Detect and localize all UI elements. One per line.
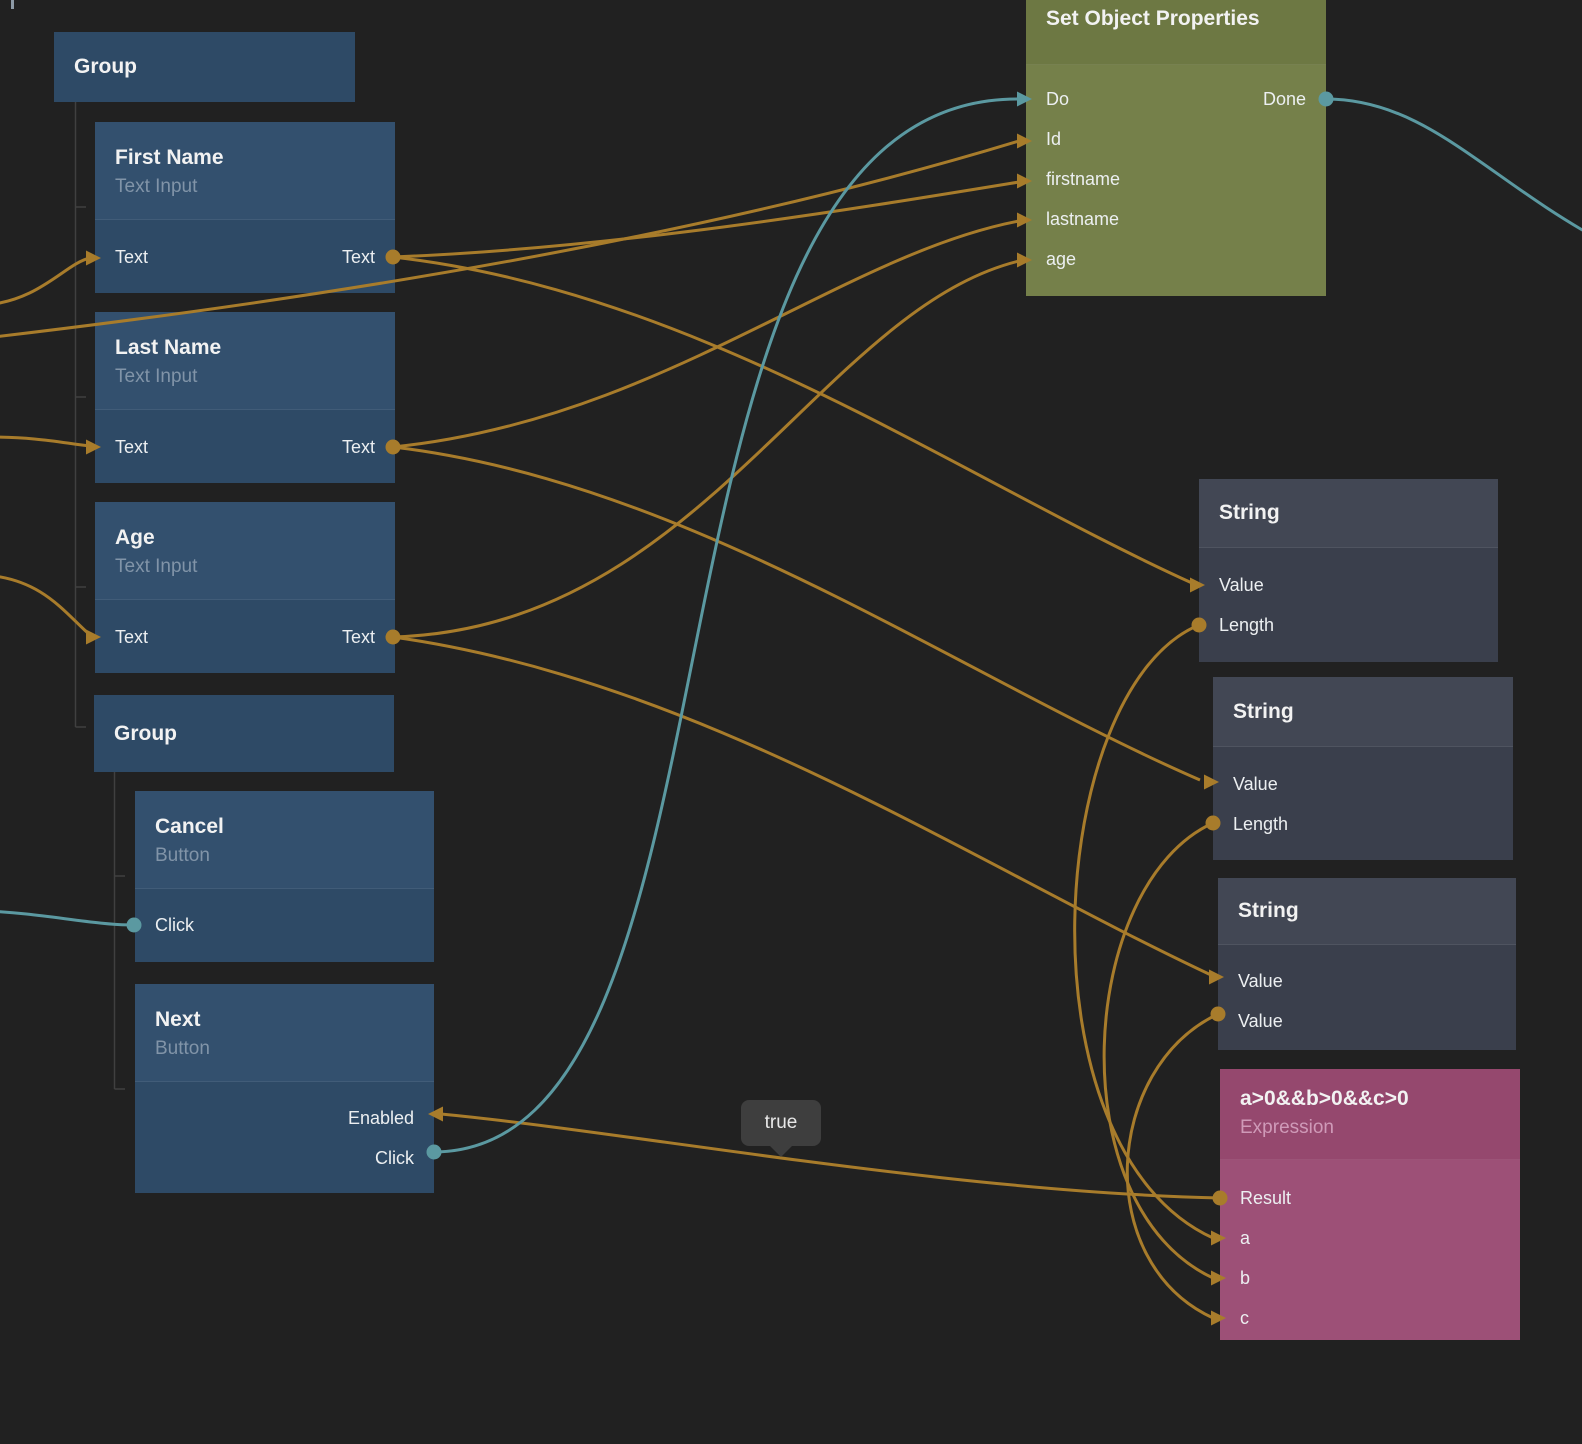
- node-last-name[interactable]: Last Name Text Input Text Text: [95, 312, 395, 483]
- port-string3-value-in[interactable]: Value: [1238, 971, 1283, 991]
- tooltip-text: true: [764, 1112, 798, 1133]
- node-title: String: [1219, 501, 1280, 524]
- port-string3-value-out[interactable]: Value: [1238, 1011, 1283, 1031]
- node-subtitle: Text Input: [115, 176, 198, 197]
- port-setprops-do-in[interactable]: Do: [1046, 89, 1070, 109]
- node-title: First Name: [115, 146, 224, 169]
- port-expression-c-in[interactable]: c: [1240, 1308, 1249, 1328]
- port-setprops-done-out[interactable]: Done: [1262, 89, 1306, 109]
- node-title: Age: [115, 526, 155, 549]
- node-subtitle: Expression: [1240, 1117, 1334, 1138]
- port-cancel-click-out[interactable]: Click: [155, 915, 194, 935]
- wire-age-text-to-string3-value: [392, 635, 1212, 977]
- wire-expression-result-to-next-enabled: [440, 1112, 1221, 1200]
- group1-children: [74, 102, 86, 728]
- port-expression-result-out[interactable]: Result: [1240, 1188, 1292, 1208]
- wire-offscreen-to-firstname-text-in: [0, 256, 91, 305]
- port-string2-value-in[interactable]: Value: [1233, 774, 1278, 794]
- port-setprops-lastname-in[interactable]: lastname: [1046, 209, 1120, 229]
- port-string1-length-out[interactable]: Length: [1219, 615, 1275, 635]
- wire-string2-length-to-expression-b: [1102, 821, 1214, 1280]
- port-last-name-text-in[interactable]: Text: [115, 437, 149, 457]
- port-first-name-text-in[interactable]: Text: [115, 247, 149, 267]
- wire-cancel-click-to-offscreen: [0, 910, 135, 927]
- port-setprops-id-in[interactable]: Id: [1046, 129, 1062, 149]
- node-string-1[interactable]: String Value Length: [1199, 479, 1498, 662]
- canvas-edge-artifact: [11, 0, 14, 9]
- node-title: Last Name: [115, 336, 222, 359]
- node-title: Next: [155, 1008, 201, 1031]
- node-first-name[interactable]: First Name Text Input Text Text: [95, 122, 395, 293]
- port-expression-b-in[interactable]: b: [1240, 1268, 1251, 1288]
- node-group-inner[interactable]: Group: [94, 695, 394, 772]
- node-next-button[interactable]: Next Button Enabled Click: [135, 984, 434, 1193]
- node-title: Cancel: [155, 815, 224, 838]
- node-title: a>0&&b>0&&c>0: [1240, 1087, 1409, 1110]
- port-last-name-text-out[interactable]: Text: [341, 437, 375, 457]
- node-expression[interactable]: a>0&&b>0&&c>0 Expression Result a b c: [1220, 1069, 1520, 1340]
- node-string-3[interactable]: String Value Value: [1218, 878, 1516, 1050]
- port-next-enabled-in[interactable]: Enabled: [347, 1108, 414, 1128]
- wire-age-text-to-setprops-age: [392, 259, 1020, 639]
- port-next-click-out[interactable]: Click: [375, 1148, 414, 1168]
- node-subtitle: Text Input: [115, 556, 198, 577]
- wire-string3-value-to-expression-c: [1125, 1012, 1219, 1320]
- node-title: Set Object Properties: [1046, 7, 1260, 30]
- node-title: Group: [74, 55, 137, 78]
- wire-offscreen-to-age-text-in: [0, 575, 91, 637]
- wire-next-click-to-setprops-do: [433, 97, 1020, 1154]
- wire-offscreen-to-lastname-text-in: [0, 435, 91, 448]
- node-subtitle: Button: [155, 1038, 210, 1059]
- port-string1-value-in[interactable]: Value: [1219, 575, 1264, 595]
- node-group-outer[interactable]: Group: [54, 32, 355, 102]
- node-title: String: [1233, 699, 1294, 723]
- port-string2-length-out[interactable]: Length: [1233, 814, 1289, 834]
- connection-value-tooltip: true: [741, 1100, 821, 1157]
- node-cancel-button[interactable]: Cancel Button Click: [135, 791, 434, 962]
- port-setprops-age-in[interactable]: age: [1046, 249, 1077, 269]
- wire-lastname-text-to-setprops-lastname: [392, 219, 1020, 449]
- port-expression-a-in[interactable]: a: [1240, 1228, 1251, 1248]
- wire-lastname-text-to-string2-value: [392, 445, 1201, 782]
- wire-setprops-done-to-offscreen: [1325, 97, 1582, 232]
- node-subtitle: Button: [155, 845, 210, 866]
- port-first-name-text-out[interactable]: Text: [341, 247, 375, 267]
- node-title: String: [1238, 899, 1299, 922]
- port-age-text-in[interactable]: Text: [115, 627, 149, 647]
- wire-firstname-text-to-string1-value: [392, 255, 1193, 585]
- wire-firstname-text-to-setprops-firstname: [392, 180, 1020, 259]
- node-title: Group: [114, 721, 177, 745]
- wire-string1-length-to-expression-a: [1073, 623, 1214, 1240]
- node-set-object-properties[interactable]: Set Object Properties Do Done Id firstna…: [1026, 0, 1326, 296]
- node-subtitle: Text Input: [115, 366, 198, 387]
- node-age[interactable]: Age Text Input Text Text: [95, 502, 395, 673]
- port-setprops-firstname-in[interactable]: firstname: [1046, 169, 1121, 189]
- group2-children: [113, 772, 125, 1090]
- port-age-text-out[interactable]: Text: [341, 627, 375, 647]
- node-string-2[interactable]: String Value Length: [1213, 677, 1513, 860]
